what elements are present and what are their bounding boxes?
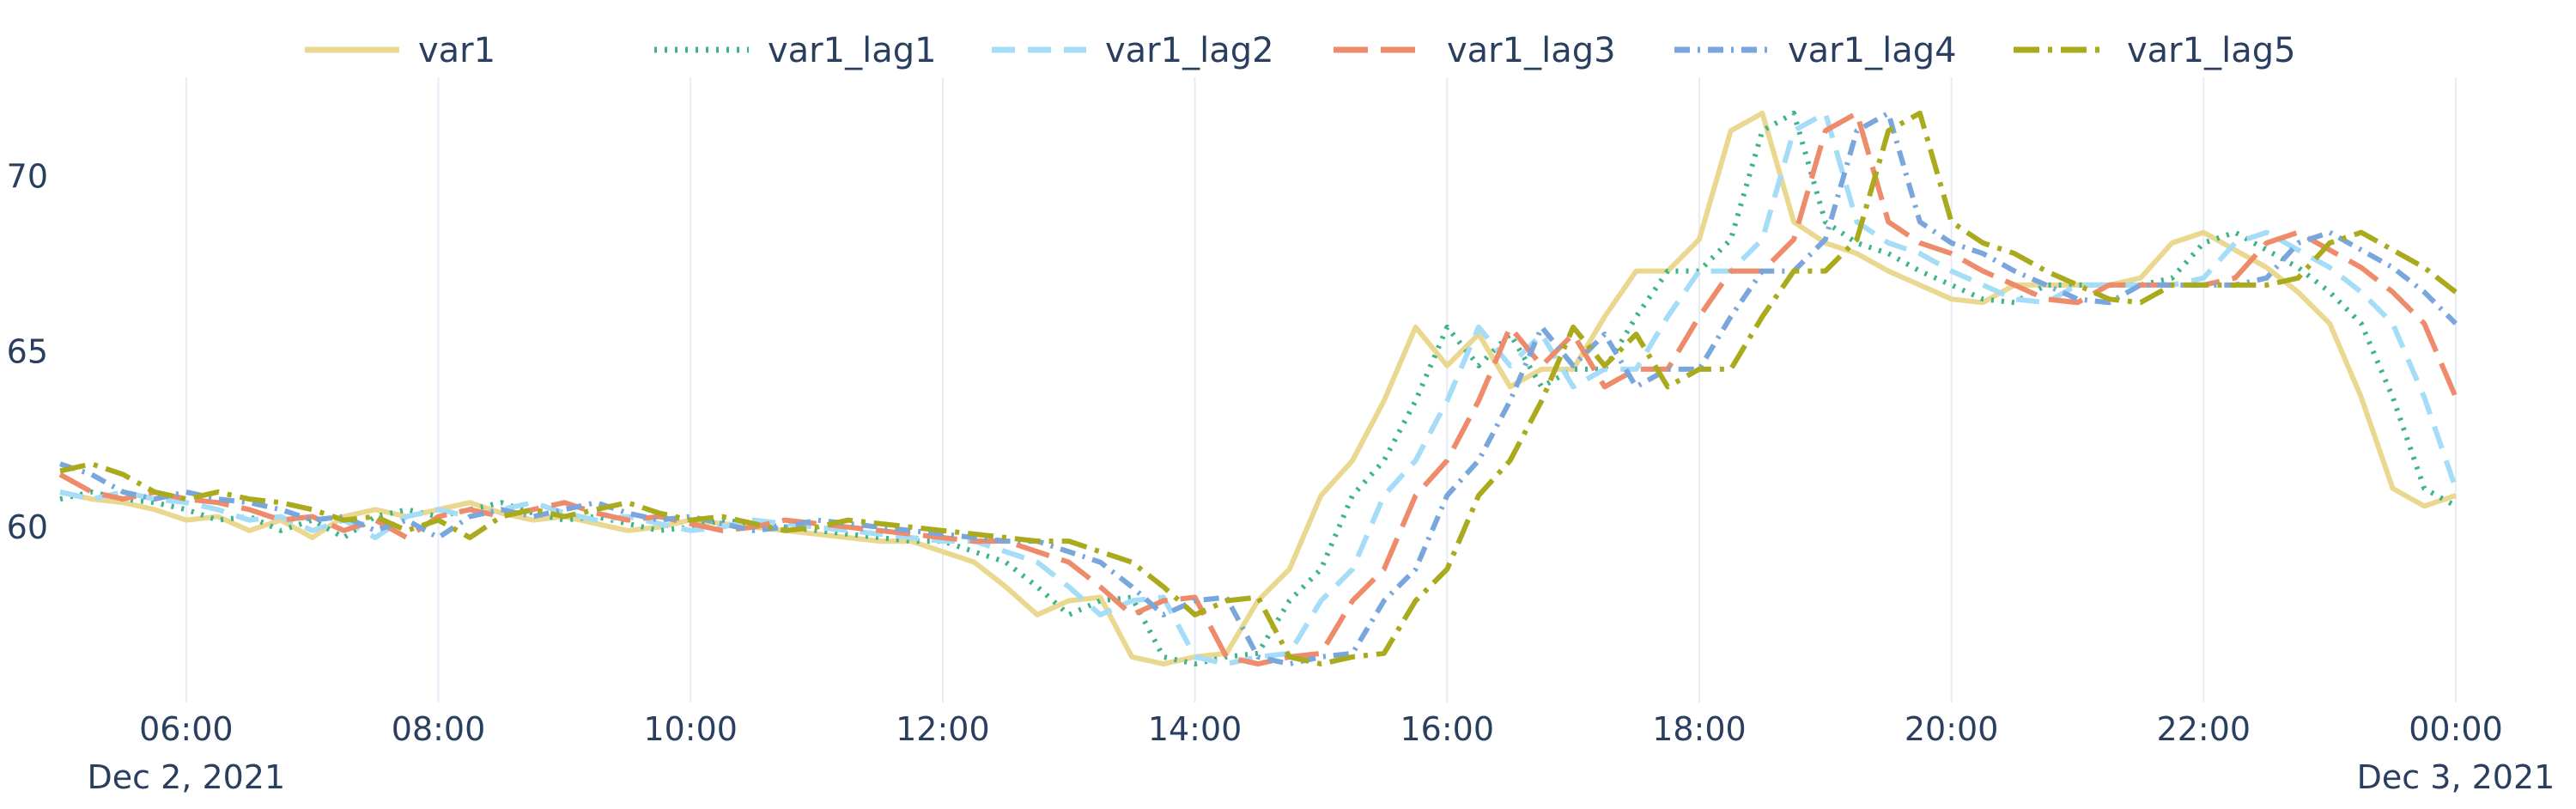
x-tick-date-label: Dec 2, 2021	[88, 758, 286, 796]
legend-label: var1	[418, 31, 495, 70]
legend-item-var1-lag3[interactable]: var1_lag3	[1334, 31, 1616, 70]
x-tick-label: 20:00	[1905, 710, 1999, 748]
series-line-var1-lag2	[59, 110, 2458, 667]
series-line-var1-lag1	[59, 110, 2458, 667]
x-tick-label: 08:00	[392, 710, 486, 748]
x-tick-label: 16:00	[1400, 710, 1495, 748]
series-line-var1-lag3	[58, 110, 2458, 667]
legend-item-var1-lag4[interactable]: var1_lag4	[1674, 31, 1957, 70]
y-tick-label: 70	[7, 157, 48, 195]
legend-item-var1-lag2[interactable]: var1_lag2	[992, 31, 1274, 70]
x-tick-label: 12:00	[896, 710, 990, 748]
series-layer	[58, 110, 2458, 667]
y-tick-label: 60	[7, 508, 48, 546]
legend[interactable]: var1 var1_lag1 var1_lag2 var1_lag3 var1_lag4…	[305, 31, 2296, 70]
x-tick-label: 00:00	[2409, 710, 2503, 748]
x-tick-label: 18:00	[1652, 710, 1747, 748]
series-line-var1-lag5	[59, 110, 2458, 667]
legend-item-var1-lag5[interactable]: var1_lag5	[2014, 31, 2296, 70]
x-tick-label: 10:00	[643, 710, 738, 748]
legend-label: var1_lag2	[1105, 31, 1274, 70]
legend-item-var1-lag1[interactable]: var1_lag1	[654, 31, 937, 70]
legend-item-var1[interactable]: var1	[305, 31, 495, 70]
legend-label: var1_lag1	[768, 31, 937, 70]
x-tick-date-label: Dec 3, 2021	[2357, 758, 2555, 796]
legend-label: var1_lag3	[1447, 31, 1616, 70]
x-tick-label: 14:00	[1148, 710, 1242, 748]
x-tick-label: 22:00	[2157, 710, 2251, 748]
legend-label: var1_lag4	[1788, 31, 1957, 70]
legend-label: var1_lag5	[2127, 31, 2296, 70]
grid-layer	[185, 77, 2457, 703]
x-tick-label: 06:00	[139, 710, 234, 748]
series-line-var1	[59, 110, 2457, 667]
series-line-var1-lag4	[59, 110, 2458, 667]
y-tick-label: 65	[7, 333, 48, 371]
axis-layer: 06:00 Dec 2, 2021 08:00 10:00 12:00 14:00 16:0…	[7, 157, 2555, 796]
